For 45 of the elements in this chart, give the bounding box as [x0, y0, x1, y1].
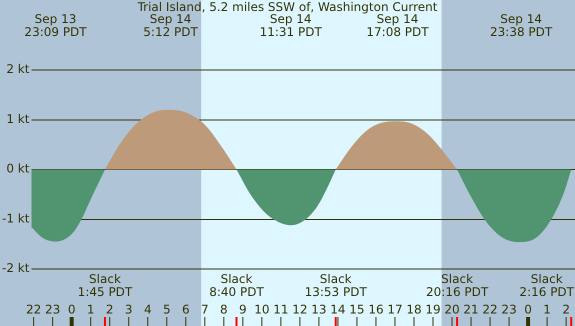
text: Sep 14 5:12 PDT [143, 12, 199, 40]
text: Sep 14 11:31 PDT [260, 12, 322, 40]
x-tick-label: 16 [368, 302, 384, 316]
x-tick-label: 20 [444, 302, 460, 316]
text: Sep 14 17:08 PDT [366, 12, 430, 40]
x-tick-label: 10 [254, 302, 270, 316]
x-tick-label: 13 [311, 302, 327, 316]
x-tick-label: 9 [239, 302, 247, 316]
text: Slack 8:40 PDT [209, 272, 264, 300]
x-tick-label: 1 [543, 302, 551, 316]
text: Sep 14 23:38 PDT [490, 12, 553, 40]
x-tick-label: 2 [106, 302, 114, 316]
y-tick-label: 1 kt [6, 112, 30, 126]
x-tick-label: 15 [349, 302, 365, 316]
x-tick-label: 21 [463, 302, 479, 316]
text: Slack 13:53 PDT [304, 272, 368, 300]
x-tick-label: 17 [387, 302, 403, 316]
text: Slack 20:16 PDT [426, 272, 489, 300]
y-tick-label: -1 kt [2, 211, 30, 226]
x-tick-label: 3 [124, 302, 133, 316]
y-tick-label: -2 kt [2, 261, 30, 276]
x-tick-label: 11 [273, 302, 289, 316]
chart-title: Trial Island, 5.2 miles SSW of, Washington Current [136, 0, 438, 14]
x-tick-label: 0 [524, 302, 532, 316]
x-tick-label: 23 [45, 302, 60, 316]
x-tick-label: 2 [562, 302, 570, 316]
x-tick-label: 12 [292, 302, 308, 316]
x-tick-label: 22 [482, 302, 498, 316]
y-tick-label: 2 kt [6, 62, 30, 76]
text: Slack 1:45 PDT [78, 272, 133, 300]
text: Slack 2:16 PDT [519, 272, 575, 300]
y-tick-label: 0 kt [6, 162, 30, 176]
x-tick-label: 1 [86, 302, 95, 316]
x-tick-label: 19 [425, 302, 441, 316]
x-tick-label: 23 [501, 302, 517, 316]
x-tick-label: 18 [406, 302, 422, 316]
text: Sep 13 23:09 PDT [24, 12, 88, 40]
x-tick-label: 14 [330, 302, 346, 316]
x-tick-label: 22 [26, 302, 42, 316]
x-tick-label: 6 [182, 302, 190, 316]
x-tick-label: 0 [68, 302, 76, 316]
x-tick-label: 7 [200, 302, 209, 316]
x-tick-label: 4 [144, 302, 152, 316]
x-tick-label: 8 [220, 302, 228, 316]
x-tick-label: 5 [162, 302, 171, 316]
